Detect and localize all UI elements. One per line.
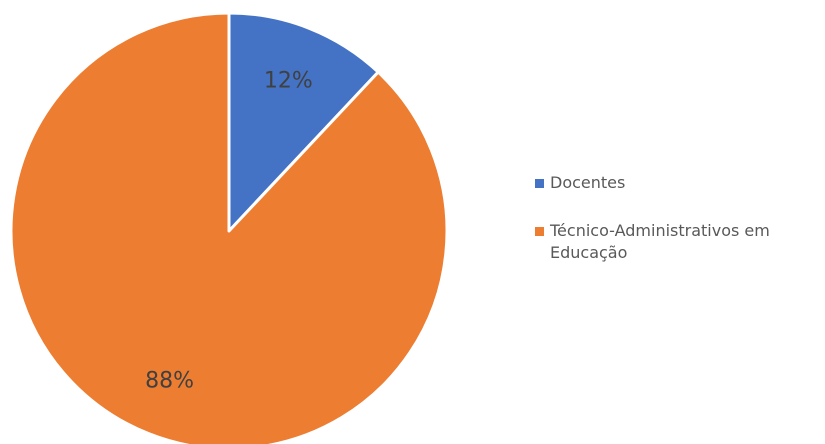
legend-item-docentes: Docentes: [535, 172, 820, 194]
legend-label-docentes: Docentes: [550, 173, 626, 192]
legend-swatch-docentes: [535, 179, 544, 188]
pie-slice-docentes: [227, 11, 380, 233]
pie-slice-tecnico-administrativos: [9, 11, 449, 444]
data-label-tecnico-administrativos: 88%: [145, 368, 194, 393]
legend: Docentes Técnico-Administrativos em Educ…: [535, 172, 820, 290]
data-label-docentes: 12%: [264, 69, 313, 94]
legend-item-tecnico-administrativos: Técnico-Administrativos em Educação: [535, 220, 820, 264]
legend-swatch-tecnico-administrativos: [535, 227, 544, 236]
legend-label-tecnico-administrativos: Técnico-Administrativos em Educação: [550, 221, 770, 262]
